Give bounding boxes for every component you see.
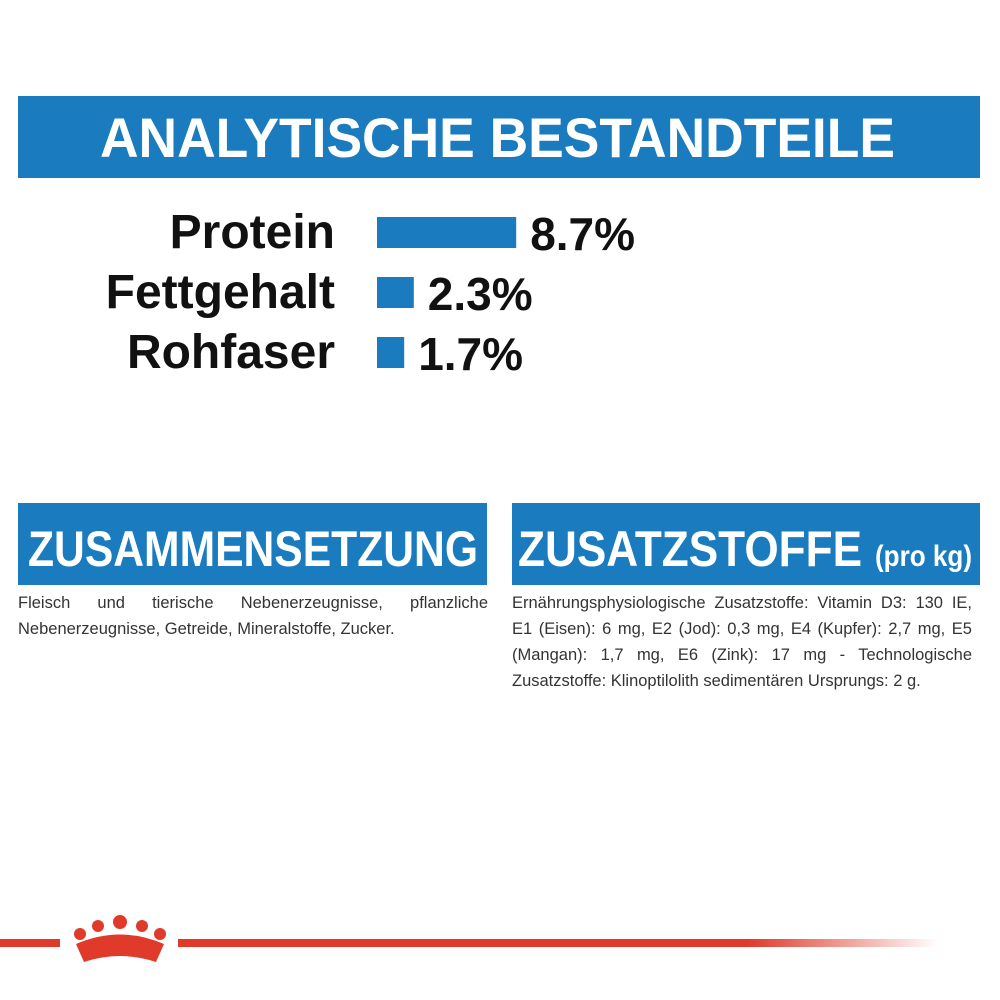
composition-text: Fleisch und tierische Nebenerzeugnisse, … [18,594,488,638]
crown-logo [74,915,166,962]
nutrient-label: Rohfaser [127,326,335,379]
bar [377,277,414,308]
value-label: 2.3% [428,268,533,320]
bar [377,337,405,368]
brand-line [178,939,938,947]
additives-unit: (pro kg) [875,540,972,573]
additives-title: ZUSATZSTOFFE [518,521,862,577]
title-banner [18,96,980,178]
value-label: 8.7% [530,208,635,260]
nutrient-label: Protein [170,206,335,259]
title: ANALYTISCHE BESTANDTEILE [100,106,895,169]
nutrient-label: Fettgehalt [106,266,335,319]
composition-banner [18,503,487,585]
bar [377,217,517,248]
value-label: 1.7% [418,328,523,380]
composition-title: ZUSAMMENSETZUNG [28,521,478,577]
additives-banner [512,503,980,585]
brand-line [0,939,60,947]
additives-text: Ernährungsphysiologische Zusatzstoffe: V… [512,594,972,690]
